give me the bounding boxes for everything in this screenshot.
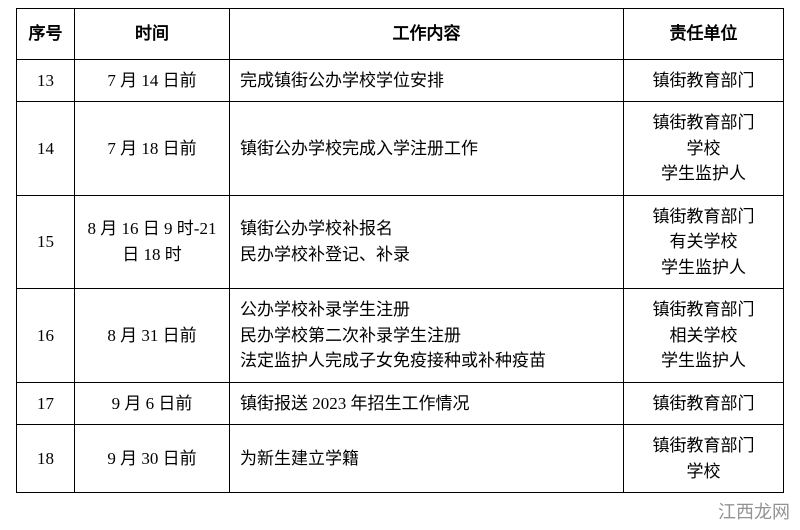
cell-content: 完成镇街公办学校学位安排 <box>230 59 624 102</box>
header-content: 工作内容 <box>230 9 624 60</box>
cell-time: 7 月 14 日前 <box>75 59 230 102</box>
table-row: 13 7 月 14 日前 完成镇街公办学校学位安排 镇街教育部门 <box>17 59 784 102</box>
header-dept: 责任单位 <box>624 9 784 60</box>
cell-time: 9 月 6 日前 <box>75 382 230 425</box>
cell-seq: 17 <box>17 382 75 425</box>
cell-time: 8 月 16 日 9 时-21 日 18 时 <box>75 195 230 289</box>
cell-dept: 镇街教育部门 学校 学生监护人 <box>624 102 784 196</box>
cell-time: 8 月 31 日前 <box>75 289 230 383</box>
cell-content: 为新生建立学籍 <box>230 425 624 493</box>
cell-seq: 15 <box>17 195 75 289</box>
cell-dept: 镇街教育部门 有关学校 学生监护人 <box>624 195 784 289</box>
table-row: 17 9 月 6 日前 镇街报送 2023 年招生工作情况 镇街教育部门 <box>17 382 784 425</box>
table-row: 18 9 月 30 日前 为新生建立学籍 镇街教育部门 学校 <box>17 425 784 493</box>
cell-time: 7 月 18 日前 <box>75 102 230 196</box>
cell-dept: 镇街教育部门 <box>624 382 784 425</box>
table-row: 15 8 月 16 日 9 时-21 日 18 时 镇街公办学校补报名 民办学校… <box>17 195 784 289</box>
cell-content: 镇街公办学校补报名 民办学校补登记、补录 <box>230 195 624 289</box>
cell-dept: 镇街教育部门 相关学校 学生监护人 <box>624 289 784 383</box>
watermark: 江西龙网 <box>718 498 790 524</box>
table-row: 14 7 月 18 日前 镇街公办学校完成入学注册工作 镇街教育部门 学校 学生… <box>17 102 784 196</box>
cell-content: 公办学校补录学生注册 民办学校第二次补录学生注册 法定监护人完成子女免疫接种或补… <box>230 289 624 383</box>
cell-dept: 镇街教育部门 学校 <box>624 425 784 493</box>
cell-time: 9 月 30 日前 <box>75 425 230 493</box>
table-header-row: 序号 时间 工作内容 责任单位 <box>17 9 784 60</box>
cell-seq: 14 <box>17 102 75 196</box>
cell-seq: 18 <box>17 425 75 493</box>
header-seq: 序号 <box>17 9 75 60</box>
cell-seq: 16 <box>17 289 75 383</box>
cell-content: 镇街报送 2023 年招生工作情况 <box>230 382 624 425</box>
cell-dept: 镇街教育部门 <box>624 59 784 102</box>
cell-seq: 13 <box>17 59 75 102</box>
table-container: 序号 时间 工作内容 责任单位 13 7 月 14 日前 完成镇街公办学校学位安… <box>0 0 800 501</box>
schedule-table: 序号 时间 工作内容 责任单位 13 7 月 14 日前 完成镇街公办学校学位安… <box>16 8 784 493</box>
table-row: 16 8 月 31 日前 公办学校补录学生注册 民办学校第二次补录学生注册 法定… <box>17 289 784 383</box>
cell-content: 镇街公办学校完成入学注册工作 <box>230 102 624 196</box>
header-time: 时间 <box>75 9 230 60</box>
